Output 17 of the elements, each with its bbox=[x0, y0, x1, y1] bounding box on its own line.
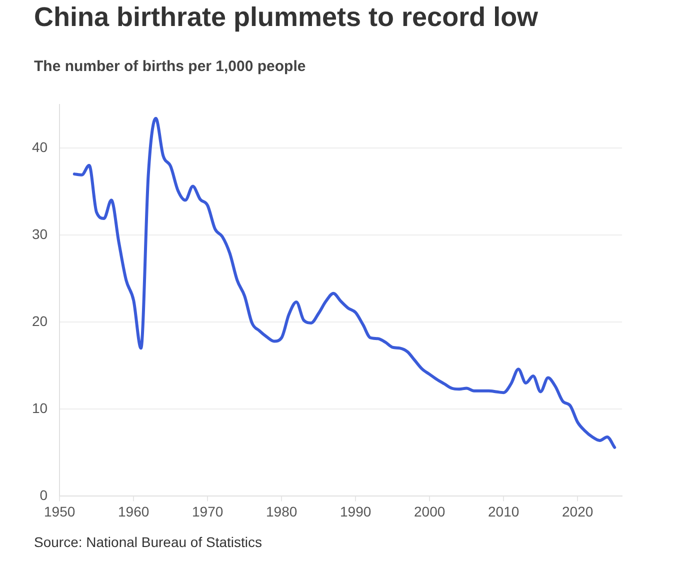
x-tick-label: 1960 bbox=[118, 503, 150, 520]
line-series bbox=[72, 116, 616, 449]
chart-title: China birthrate plummets to record low bbox=[34, 2, 538, 33]
y-tick-label: 0 bbox=[40, 487, 48, 504]
x-tick-label: 1970 bbox=[192, 503, 224, 520]
chart-subtitle: The number of births per 1,000 people bbox=[34, 58, 306, 75]
y-tick-label: 10 bbox=[32, 400, 48, 416]
source-note: Source: National Bureau of Statistics bbox=[34, 534, 262, 550]
y-tick-label: 20 bbox=[32, 312, 48, 329]
x-tick-label: 2000 bbox=[414, 503, 446, 520]
x-tick-label: 1990 bbox=[340, 503, 372, 520]
x-tick-label: 1950 bbox=[44, 503, 76, 520]
y-tick-label: 30 bbox=[32, 226, 48, 242]
x-tick-label: 2010 bbox=[488, 503, 520, 520]
y-tick-label: 40 bbox=[32, 138, 48, 155]
x-tick-label: 1980 bbox=[266, 503, 298, 520]
x-tick-label: 2020 bbox=[562, 503, 594, 520]
